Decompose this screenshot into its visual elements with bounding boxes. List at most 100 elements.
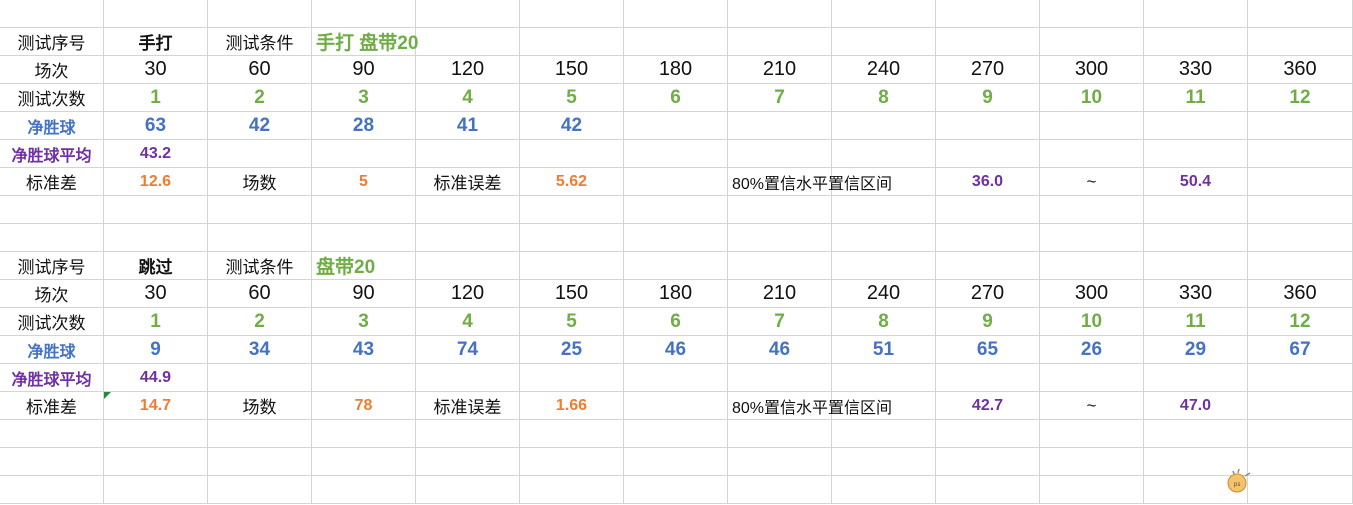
cell[interactable] — [936, 476, 1040, 504]
cell[interactable] — [312, 476, 416, 504]
cell[interactable] — [832, 476, 936, 504]
cell[interactable] — [1248, 364, 1353, 392]
cell[interactable]: 14.7 — [104, 392, 208, 420]
cell[interactable] — [832, 28, 936, 56]
cell[interactable]: 9 — [104, 336, 208, 364]
cell[interactable]: 12.6 — [104, 168, 208, 196]
cell[interactable] — [416, 364, 520, 392]
cell[interactable] — [832, 392, 936, 420]
cell[interactable]: 6 — [624, 84, 728, 112]
cell[interactable] — [520, 28, 624, 56]
cell[interactable]: 场数 — [208, 168, 312, 196]
cell[interactable] — [728, 224, 832, 252]
cell[interactable] — [832, 0, 936, 28]
cell[interactable] — [0, 0, 104, 28]
cell[interactable] — [1248, 196, 1353, 224]
cell[interactable]: 标准差 — [0, 168, 104, 196]
cell[interactable] — [1040, 252, 1144, 280]
cell[interactable]: 6 — [624, 308, 728, 336]
cell[interactable]: 120 — [416, 280, 520, 308]
cell[interactable]: 场数 — [208, 392, 312, 420]
cell[interactable]: 210 — [728, 280, 832, 308]
cell[interactable] — [728, 140, 832, 168]
cell[interactable] — [1248, 448, 1353, 476]
cell[interactable] — [1248, 112, 1353, 140]
cell[interactable]: 34 — [208, 336, 312, 364]
cell[interactable] — [936, 224, 1040, 252]
cell[interactable] — [624, 224, 728, 252]
cell[interactable]: 3 — [312, 308, 416, 336]
cell[interactable] — [416, 0, 520, 28]
cell[interactable]: 跳过 — [104, 252, 208, 280]
cell[interactable]: 4 — [416, 308, 520, 336]
cell[interactable]: 1 — [104, 308, 208, 336]
cell[interactable]: 46 — [624, 336, 728, 364]
cell[interactable]: 330 — [1144, 280, 1248, 308]
cell[interactable]: 10 — [1040, 84, 1144, 112]
cell[interactable]: 2 — [208, 308, 312, 336]
cell[interactable] — [936, 140, 1040, 168]
cell[interactable] — [1248, 28, 1353, 56]
cell[interactable] — [624, 364, 728, 392]
cell[interactable]: 50.4 — [1144, 168, 1248, 196]
cell[interactable] — [104, 196, 208, 224]
cell[interactable]: 8 — [832, 308, 936, 336]
cell[interactable]: 4 — [416, 84, 520, 112]
cell[interactable]: 180 — [624, 280, 728, 308]
cell[interactable] — [0, 224, 104, 252]
cell[interactable] — [624, 140, 728, 168]
cell[interactable] — [1248, 420, 1353, 448]
cell[interactable]: 300 — [1040, 280, 1144, 308]
cell[interactable] — [728, 252, 832, 280]
cell[interactable] — [728, 476, 832, 504]
cell[interactable]: 2 — [208, 84, 312, 112]
cell[interactable] — [728, 0, 832, 28]
cell[interactable] — [832, 448, 936, 476]
cell[interactable]: 11 — [1144, 84, 1248, 112]
cell[interactable]: 净胜球平均 — [0, 364, 104, 392]
cell[interactable] — [104, 476, 208, 504]
cell[interactable] — [1040, 196, 1144, 224]
cell[interactable]: 测试次数 — [0, 84, 104, 112]
cell[interactable] — [1040, 448, 1144, 476]
cell[interactable] — [104, 224, 208, 252]
cell[interactable]: 26 — [1040, 336, 1144, 364]
cell[interactable]: 手打 盘带20 — [312, 28, 418, 56]
cell[interactable] — [832, 224, 936, 252]
cell[interactable]: 90 — [312, 280, 416, 308]
cell[interactable] — [312, 364, 416, 392]
cell[interactable]: 场次 — [0, 56, 104, 84]
cell[interactable] — [520, 224, 624, 252]
assistant-mascot-icon[interactable]: ps — [1222, 466, 1252, 496]
cell[interactable] — [1040, 224, 1144, 252]
cell[interactable] — [208, 448, 312, 476]
cell[interactable] — [1248, 392, 1353, 420]
cell[interactable] — [1040, 364, 1144, 392]
cell[interactable]: 270 — [936, 280, 1040, 308]
cell[interactable] — [208, 196, 312, 224]
cell[interactable]: 43 — [312, 336, 416, 364]
cell[interactable]: 7 — [728, 308, 832, 336]
cell[interactable] — [728, 112, 832, 140]
cell[interactable] — [416, 28, 520, 56]
cell[interactable] — [208, 0, 312, 28]
cell[interactable]: 测试序号 — [0, 252, 104, 280]
cell[interactable]: 42 — [208, 112, 312, 140]
cell[interactable] — [520, 252, 624, 280]
cell[interactable] — [1248, 168, 1353, 196]
cell[interactable]: 测试序号 — [0, 28, 104, 56]
cell[interactable]: 210 — [728, 56, 832, 84]
cell[interactable] — [1040, 140, 1144, 168]
cell[interactable]: 60 — [208, 56, 312, 84]
cell[interactable]: 3 — [312, 84, 416, 112]
cell[interactable] — [936, 420, 1040, 448]
cell[interactable] — [312, 224, 416, 252]
cell[interactable] — [728, 196, 832, 224]
cell[interactable]: 9 — [936, 308, 1040, 336]
cell[interactable]: 12 — [1248, 84, 1353, 112]
cell[interactable] — [1248, 140, 1353, 168]
cell[interactable] — [208, 476, 312, 504]
cell[interactable]: 11 — [1144, 308, 1248, 336]
cell[interactable] — [1144, 196, 1248, 224]
cell[interactable]: 净胜球 — [0, 336, 104, 364]
